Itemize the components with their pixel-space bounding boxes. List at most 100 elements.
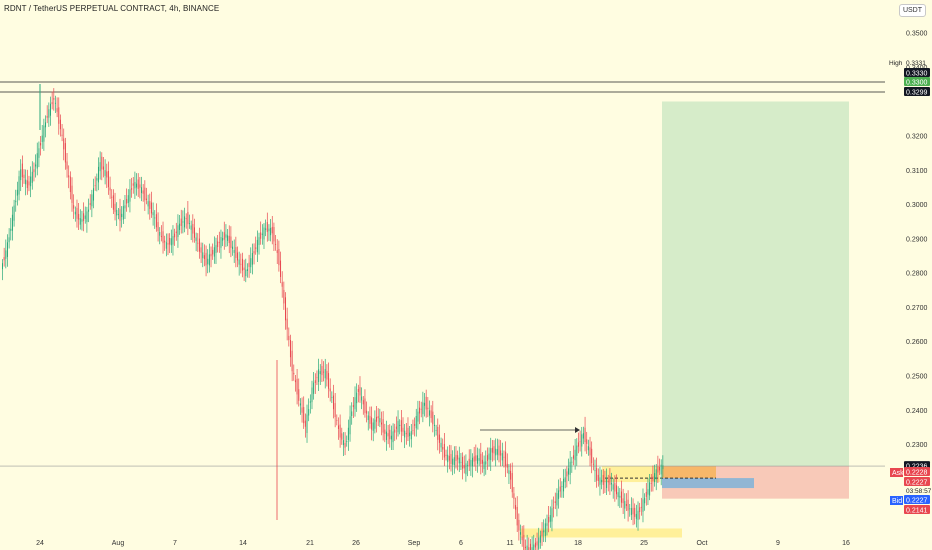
candle-body — [180, 218, 182, 226]
candle-body — [278, 248, 280, 266]
candle-body — [313, 382, 315, 394]
candle-body — [331, 396, 333, 398]
candle-body — [111, 196, 113, 198]
candle-body — [380, 422, 382, 425]
candle-body — [506, 463, 508, 468]
candle-body — [478, 458, 480, 461]
bid-price-tag-bg — [904, 495, 930, 504]
candle-body — [318, 369, 320, 382]
candle-body — [48, 109, 50, 118]
candle-body — [71, 185, 73, 203]
candle-body — [139, 184, 141, 188]
candle-body — [233, 249, 235, 253]
candle-body — [270, 227, 272, 236]
candle-body — [387, 433, 389, 437]
candle-body — [546, 523, 548, 526]
candle-body — [238, 259, 240, 265]
candle-body — [384, 429, 386, 434]
candle-body — [228, 235, 230, 244]
candle-body — [409, 432, 411, 437]
x-tick-label: Oct — [697, 540, 708, 547]
candle-body — [581, 434, 583, 447]
candle-body — [13, 205, 15, 221]
candle-body — [395, 426, 397, 429]
candle-body — [263, 227, 265, 240]
candle-body — [251, 253, 253, 265]
candle-body — [399, 424, 401, 426]
last-price-tag-bg — [904, 477, 930, 486]
candle-body — [377, 416, 379, 419]
candle-body — [452, 458, 454, 465]
candle-body — [372, 422, 374, 431]
candle-body — [447, 454, 449, 463]
profit-zone — [662, 101, 849, 467]
candle-body — [352, 405, 354, 408]
bid-label: Bid — [892, 498, 902, 505]
candle-body — [11, 214, 13, 231]
target-price-tag: 0.2141 — [906, 508, 928, 515]
candle-body — [553, 507, 555, 509]
candle-body — [21, 163, 23, 178]
candle-body — [145, 198, 147, 200]
candle-body — [520, 532, 522, 535]
candle-body — [470, 459, 472, 466]
candle-body — [296, 378, 298, 395]
price-tag-upper: 0.3330 — [906, 71, 928, 78]
candle-body — [248, 262, 250, 267]
candle-body — [175, 231, 177, 234]
candle-body — [8, 237, 10, 243]
candle-body — [336, 420, 338, 421]
candle-body — [548, 516, 550, 523]
candle-body — [460, 461, 462, 463]
candle-body — [96, 178, 98, 181]
candle-body — [308, 409, 310, 416]
candle-body — [136, 183, 138, 188]
candle-body — [208, 254, 210, 266]
candle-body — [83, 213, 85, 221]
candle-body — [366, 410, 368, 414]
candle-body — [438, 434, 440, 443]
candle-body — [417, 411, 419, 422]
candle-body — [316, 377, 318, 379]
candle-body — [79, 218, 81, 225]
candle-body — [54, 102, 56, 104]
y-tick-label: 0.3000 — [906, 202, 928, 209]
candle-body — [594, 470, 596, 472]
candle-body — [61, 134, 63, 136]
candle-body — [591, 448, 593, 464]
candle-body — [655, 469, 657, 480]
candle-body — [306, 414, 308, 434]
candle-body — [304, 420, 306, 427]
candle-body — [576, 445, 578, 456]
candle-body — [419, 407, 421, 414]
candle-body — [480, 453, 482, 465]
candle-body — [599, 477, 601, 485]
candle-body — [220, 237, 222, 248]
candle-body — [18, 176, 20, 195]
candle-body — [629, 508, 631, 510]
candle-body — [200, 247, 202, 253]
candle-body — [549, 515, 551, 522]
candle-body — [475, 455, 477, 461]
candle-body — [650, 482, 652, 484]
candle-body — [301, 407, 303, 413]
candle-body — [40, 143, 42, 146]
candle-body — [476, 455, 478, 464]
candle-body — [630, 508, 632, 515]
candle-body — [382, 419, 384, 433]
candle-body — [2, 263, 3, 270]
candle-body — [99, 162, 101, 172]
candle-body — [486, 455, 488, 461]
candle-body — [551, 508, 553, 522]
x-tick-label: 11 — [506, 540, 513, 547]
candle-body — [341, 433, 343, 440]
candle-body — [160, 235, 162, 237]
candle-body — [258, 237, 260, 246]
candle-body — [357, 388, 359, 392]
candle-body — [309, 401, 311, 403]
candle-body — [609, 475, 611, 485]
candle-body — [440, 442, 442, 448]
currency-button[interactable]: USDT — [898, 4, 926, 17]
candle-body — [392, 431, 394, 443]
